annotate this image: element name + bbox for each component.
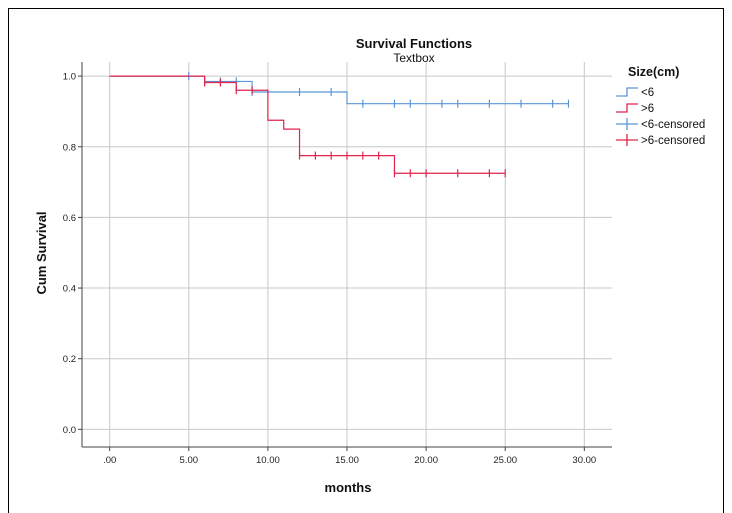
legend-item-gt6: >6 [616,103,654,115]
y-tick-label: 1.0 [63,72,76,83]
legend: Size(cm) <6 >6 <6-censored >6-censored [616,65,705,147]
axes-layer: .00 5.00 10.00 15.00 20.00 25.00 30.00 0.0 0.2 0.… [63,62,612,466]
x-tick-label: 30.00 [572,455,596,466]
chart-title: Survival Functions [356,36,472,51]
legend-label: >6 [641,103,654,115]
chart-subtitle: Textbox [393,51,434,65]
y-axis-label: Cum Survival [34,211,49,294]
x-tick-label: 25.00 [493,455,517,466]
x-tick-label: 10.00 [256,455,280,466]
x-tick-label: 20.00 [414,455,438,466]
y-tick-label: 0.4 [63,284,76,295]
x-tick-label: 15.00 [335,455,359,466]
legend-label: <6-censored [641,119,705,131]
legend-step-swatch [616,87,638,97]
legend-item-lt6: <6 [616,87,654,99]
legend-item-lt6-censored: <6-censored [616,118,705,131]
y-tick-label: 0.0 [63,425,76,436]
figure-frame [8,8,724,513]
y-tick-label: 0.6 [63,213,76,224]
legend-step-swatch [616,103,638,113]
y-tick-label: 0.2 [63,354,76,365]
series-layer [109,72,570,178]
legend-item-gt6-censored: >6-censored [616,134,705,147]
legend-label: <6 [641,87,654,99]
x-tick-label: 5.00 [180,455,199,466]
series-line-lt6 [109,75,569,105]
x-tick-label: .00 [103,455,116,466]
series-line-gt6 [109,75,506,174]
y-tick-label: 0.8 [63,142,76,153]
legend-title: Size(cm) [628,65,679,79]
x-axis-label: months [325,480,372,495]
grid-lines [82,62,612,447]
legend-label: >6-censored [641,135,705,147]
